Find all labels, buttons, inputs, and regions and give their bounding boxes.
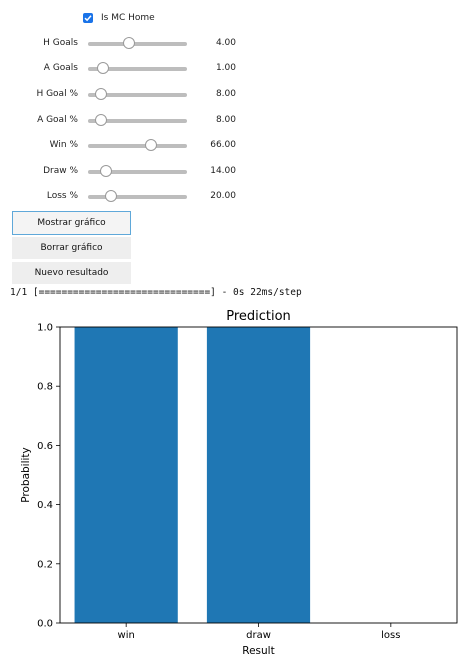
slider-label: A Goals: [43, 63, 78, 73]
slider-row-draw-pct: Draw % 14.00: [0, 165, 471, 179]
h-goals-slider[interactable]: [88, 37, 187, 49]
y-axis-label: Probability: [20, 447, 32, 503]
slider-handle[interactable]: [94, 114, 107, 126]
slider-row-a-goal-pct: A Goal % 8.00: [0, 114, 471, 128]
x-tick-label-draw: draw: [246, 630, 271, 641]
slider-label: H Goals: [43, 38, 78, 48]
x-ticks-group: win draw loss: [118, 623, 400, 641]
h-goal-pct-slider[interactable]: [88, 88, 187, 100]
slider-handle[interactable]: [96, 62, 109, 74]
y-tick-label: 0.8: [37, 382, 53, 393]
slider-value: 4.00: [215, 38, 236, 48]
slider-row-h-goal-pct: H Goal % 8.00: [0, 88, 471, 102]
a-goals-slider[interactable]: [88, 62, 187, 74]
is-mc-home-checkbox-row[interactable]: Is MC Home: [83, 11, 155, 25]
loss-pct-slider[interactable]: [88, 190, 187, 202]
is-mc-home-label: Is MC Home: [101, 13, 155, 23]
prediction-chart: 0.0 0.2 0.4 0.6 0.8 1.0 win draw loss Predictio…: [20, 309, 458, 657]
bars-group: [74, 327, 311, 623]
slider-label: A Goal %: [37, 115, 78, 125]
slider-row-win-pct: Win % 66.00: [0, 139, 471, 153]
y-ticks-group: 0.0 0.2 0.4 0.6 0.8 1.0: [37, 323, 60, 630]
slider-value: 1.00: [215, 63, 236, 73]
slider-label: Draw %: [43, 166, 78, 176]
slider-value: 20.00: [210, 191, 236, 201]
slider-handle[interactable]: [94, 88, 107, 100]
x-tick-label-loss: loss: [381, 630, 400, 641]
slider-label: Win %: [49, 140, 78, 150]
slider-handle[interactable]: [100, 165, 113, 177]
slider-row-h-goals: H Goals 4.00: [0, 37, 471, 51]
win-pct-slider[interactable]: [88, 139, 187, 151]
draw-pct-slider[interactable]: [88, 165, 187, 177]
chart-title: Prediction: [226, 309, 291, 324]
console-output: 1/1 [==============================] - 0…: [10, 287, 302, 298]
slider-handle[interactable]: [122, 37, 135, 49]
new-result-button[interactable]: Nuevo resultado: [12, 262, 131, 284]
y-tick-label: 0.6: [37, 441, 53, 452]
slider-row-loss-pct: Loss % 20.00: [0, 190, 471, 204]
a-goal-pct-slider[interactable]: [88, 114, 187, 126]
clear-chart-button[interactable]: Borrar gráfico: [12, 237, 131, 259]
checkmark-icon: [84, 15, 92, 22]
bar-draw: [206, 327, 311, 623]
bar-win: [74, 327, 178, 623]
show-chart-button[interactable]: Mostrar gráfico: [12, 211, 131, 235]
slider-value: 8.00: [215, 89, 236, 99]
slider-handle[interactable]: [145, 139, 158, 151]
slider-handle[interactable]: [105, 190, 118, 202]
y-tick-label: 0.4: [37, 500, 53, 511]
slider-value: 8.00: [215, 115, 236, 125]
slider-label: Loss %: [46, 191, 78, 201]
y-tick-label: 0.2: [37, 559, 53, 570]
x-axis-label: Result: [242, 645, 274, 657]
y-tick-label: 1.0: [37, 323, 53, 334]
is-mc-home-checkbox[interactable]: [83, 13, 93, 23]
x-tick-label-win: win: [118, 630, 135, 641]
slider-row-a-goals: A Goals 1.00: [0, 62, 471, 76]
slider-value: 66.00: [210, 140, 236, 150]
slider-label: H Goal %: [36, 89, 78, 99]
slider-value: 14.00: [210, 166, 236, 176]
y-tick-label: 0.0: [37, 619, 53, 630]
